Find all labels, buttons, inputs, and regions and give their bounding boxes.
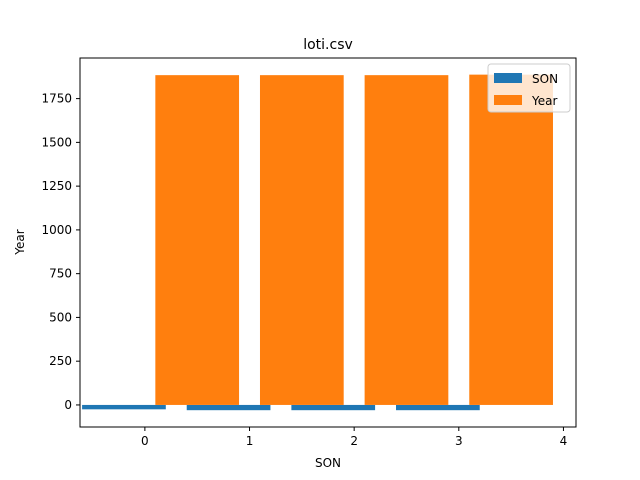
legend: SON Year — [487, 63, 571, 113]
plot-frame — [79, 57, 577, 428]
y-tick-label: 0 — [64, 398, 72, 412]
y-tick-label: 1250 — [41, 179, 72, 193]
x-tick-label: 1 — [246, 434, 254, 448]
bar-son-1 — [186, 404, 271, 411]
legend-swatch-year — [494, 95, 522, 105]
y-tick-label: 500 — [49, 310, 72, 324]
axes-group: 0 1 2 3 4 0 250 500 750 1000 1250 1500 1750 — [41, 57, 577, 448]
y-axis-label: Year — [13, 229, 27, 255]
y-tick-label: 1750 — [41, 92, 72, 106]
bar-son-0 — [82, 404, 166, 410]
bars-group — [82, 74, 553, 411]
x-tick-label: 0 — [141, 434, 149, 448]
y-tick-label: 1500 — [41, 135, 72, 149]
bar-year-2 — [364, 75, 449, 405]
x-axis-label: SON — [315, 456, 341, 470]
bar-son-3 — [396, 404, 480, 411]
x-tick-label: 4 — [560, 434, 568, 448]
y-tick-label: 1000 — [41, 223, 72, 237]
y-tick-label: 250 — [49, 354, 72, 368]
x-tick-label: 3 — [455, 434, 463, 448]
bar-son-2 — [291, 404, 376, 411]
x-tick-label: 2 — [350, 434, 358, 448]
chart-title: loti.csv — [303, 37, 353, 53]
bar-year-1 — [259, 75, 344, 405]
y-tick-label: 750 — [49, 267, 72, 281]
legend-label-son: SON — [532, 72, 558, 86]
bar-year-3 — [469, 74, 553, 405]
legend-label-year: Year — [531, 94, 557, 108]
legend-swatch-son — [494, 73, 522, 83]
bar-year-0 — [155, 75, 240, 405]
